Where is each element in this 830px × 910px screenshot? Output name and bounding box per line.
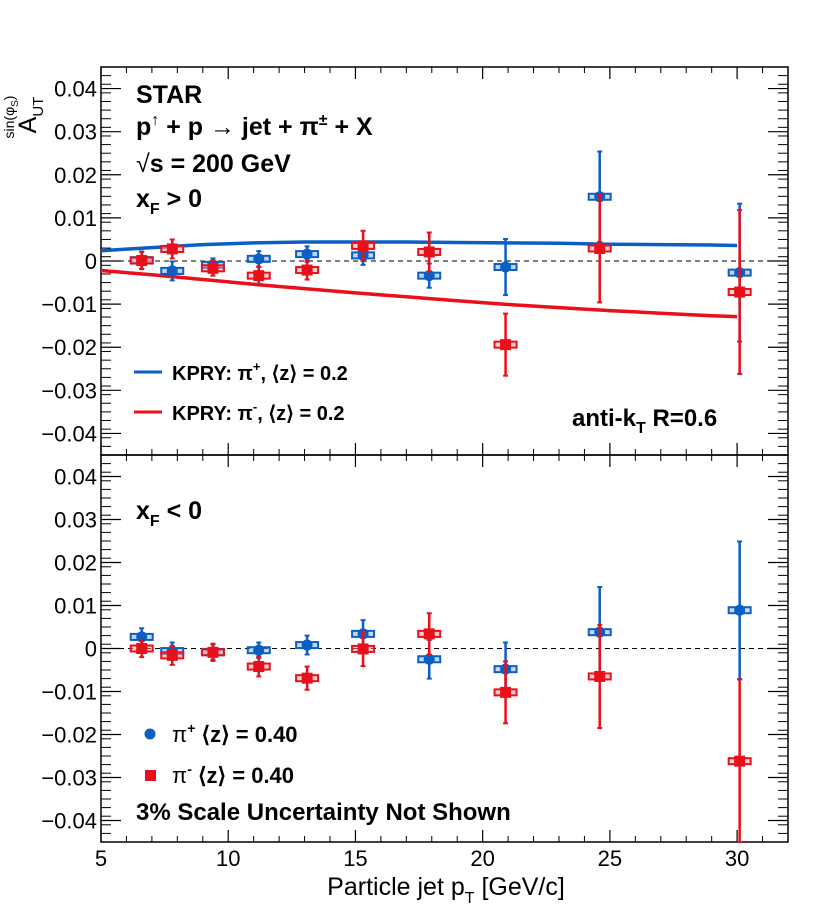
x-tick-label-25: 25 [598, 846, 622, 871]
pi_plus-point [423, 653, 435, 665]
legend-label-pi-plus: π+ ⟨z⟩ = 0.40 [172, 720, 298, 747]
y-tick-label-0p01: 0.01 [54, 594, 97, 619]
x-tick-label-20: 20 [470, 846, 494, 871]
scale-uncertainty-note: 3% Scale Uncertainty Not Shown [136, 799, 511, 826]
pi_plus-point [166, 265, 178, 277]
y-tick-label-m0p01: −0.01 [41, 680, 97, 705]
legend-marker-pi-plus [144, 728, 156, 740]
pi_minus-point [166, 243, 178, 255]
y-tick-label-0p03: 0.03 [54, 120, 97, 145]
pi_plus-point [301, 639, 313, 651]
legend-label-kpry-pi-minus: KPRY: π-, ⟨z⟩ = 0.2 [172, 399, 345, 425]
y-tick-label-m0p04: −0.04 [41, 809, 97, 834]
legend-label-kpry-pi-plus: KPRY: π+, ⟨z⟩ = 0.2 [172, 359, 348, 385]
pi_plus-point [301, 248, 313, 260]
jet-algorithm-label: anti-kT R=0.6 [572, 405, 717, 437]
pi_minus-point [594, 670, 606, 682]
pi_plus-point [500, 261, 512, 273]
pi_plus-point [734, 604, 746, 616]
legend-label-pi-minus: π- ⟨z⟩ = 0.40 [172, 761, 294, 788]
y-tick-label-0p01: 0.01 [54, 206, 97, 231]
y-tick-label-m0p04: −0.04 [41, 421, 97, 446]
y-tick-label-0p02: 0.02 [54, 163, 97, 188]
pi_minus-point [207, 262, 219, 274]
bottom-panel: −0.04 −0.03 −0.02 −0.01 0 0.01 0.02 0.03 0.04 5 10… [41, 454, 789, 871]
y-axis-title: AUT sin(φS) [1, 96, 47, 139]
pi_minus-point [500, 686, 512, 698]
pi_minus-point [357, 240, 369, 252]
y-tick-label-0p02: 0.02 [54, 551, 97, 576]
pi_minus-point [207, 646, 219, 658]
pi_minus-point [166, 649, 178, 661]
pi_plus-point [253, 644, 265, 656]
xf-negative-label: xF < 0 [136, 497, 202, 530]
y-tick-label-0: 0 [85, 249, 97, 274]
y-tick-label-m0p03: −0.03 [41, 766, 97, 791]
legend-marker-pi-minus [145, 770, 156, 781]
pi_minus-point [734, 286, 746, 298]
pi_minus-point [423, 628, 435, 640]
pi_minus-point [301, 264, 313, 276]
pi_minus-point [500, 339, 512, 351]
pi_plus-point [253, 253, 265, 265]
y-tick-label-m0p01: −0.01 [41, 292, 97, 317]
pi_minus-point [301, 672, 313, 684]
pi_minus-point [253, 661, 265, 673]
pi_minus-point [136, 643, 148, 654]
kpry-curve-pi-plus [100, 240, 738, 253]
pi_plus-point [423, 270, 435, 282]
pi_minus-point [136, 255, 148, 267]
kpry-curve-pi-minus [100, 268, 738, 319]
pi_minus-point [594, 242, 606, 254]
xf-positive-label: xF > 0 [136, 185, 202, 218]
y-tick-label-0p03: 0.03 [54, 508, 97, 533]
pi_minus-point [734, 755, 746, 767]
y-tick-label-0p04: 0.04 [54, 77, 97, 102]
top-panel: −0.04 −0.03 −0.02 −0.01 0 0.01 0.02 0.03 0.04 [41, 66, 789, 456]
x-tick-label-15: 15 [343, 846, 367, 871]
x-tick-label-5: 5 [95, 846, 107, 871]
y-tick-label-0p04: 0.04 [54, 465, 97, 490]
energy-label: √s = 200 GeV [136, 150, 291, 178]
pi_minus-point [423, 246, 435, 258]
x-tick-label-30: 30 [725, 846, 749, 871]
y-tick-label-m0p02: −0.02 [41, 335, 97, 360]
svg-text:AUT: AUT [14, 97, 47, 134]
reaction-label: p↑ + p → jet + π± + X [136, 112, 373, 141]
pi_minus-point [357, 643, 369, 655]
x-tick-label-10: 10 [216, 846, 240, 871]
x-axis-title: Particle jet pT [GeV/c] [327, 873, 565, 907]
pi_minus-point [253, 270, 265, 282]
pi_plus-point [136, 631, 148, 643]
y-tick-label-0: 0 [85, 637, 97, 662]
svg-text:sin(φS): sin(φS) [1, 96, 21, 139]
y-tick-label-m0p02: −0.02 [41, 723, 97, 748]
y-tick-label-m0p03: −0.03 [41, 378, 97, 403]
experiment-label: STAR [136, 81, 202, 109]
